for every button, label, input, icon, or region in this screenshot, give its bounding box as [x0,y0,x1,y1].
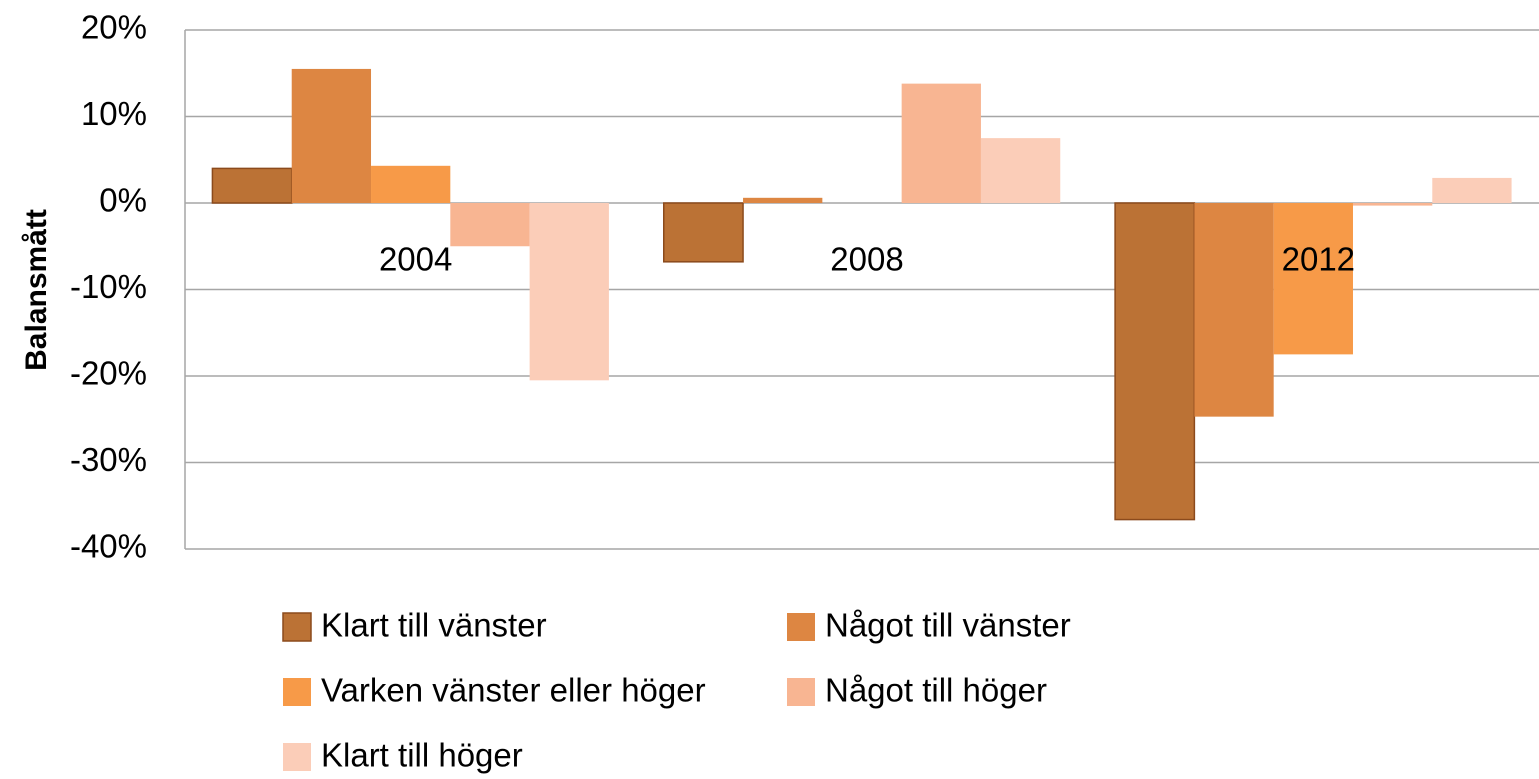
legend-swatch [787,678,815,706]
bar [371,165,451,203]
bar [1273,203,1353,355]
legend-label: Något till höger [825,672,1047,709]
legend-label: Klart till höger [321,737,523,774]
bar [1432,177,1512,203]
y-tick-label: -10% [70,268,147,305]
bar [980,138,1061,203]
bar [529,203,609,381]
legend-swatch [787,613,815,641]
bar [1194,203,1274,417]
bar [291,68,372,203]
y-tick-label: 20% [81,9,147,46]
legend-label: Varken vänster eller höger [321,672,706,709]
bar [901,83,981,203]
legend-swatch [283,743,311,771]
bar [1352,203,1433,206]
y-tick-label: 0% [99,182,147,219]
y-tick-label: -40% [70,528,147,565]
bar [450,203,530,247]
bar [743,197,823,203]
bar [1114,202,1196,521]
x-tick-label: 2004 [379,241,452,278]
legend-swatch [283,678,311,706]
bar [663,202,744,263]
legend-label: Något till vänster [825,607,1071,644]
y-tick-label: -30% [70,441,147,478]
y-tick-label: -20% [70,355,147,392]
y-tick-label: 10% [81,95,147,132]
x-tick-label: 2012 [1282,241,1355,278]
y-axis-label: Balansmått [20,209,53,371]
x-tick-label: 2008 [830,241,903,278]
legend-swatch [282,612,312,642]
legend-label: Klart till vänster [321,607,547,644]
bar [211,167,293,204]
